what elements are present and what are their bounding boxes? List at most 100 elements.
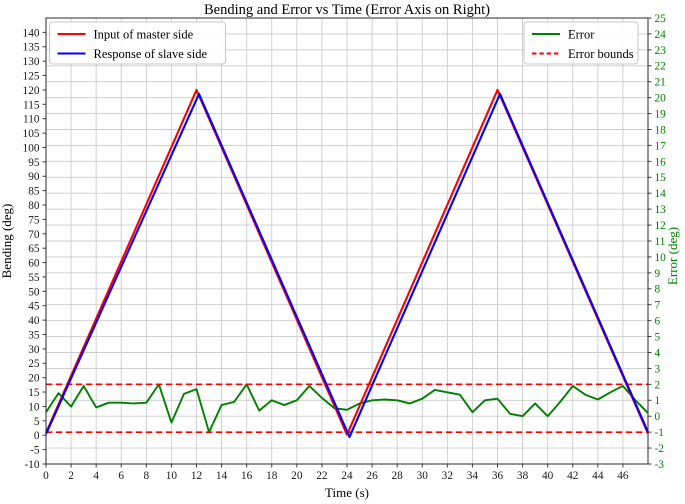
x-tick-label: 44: [592, 470, 604, 482]
right-tick-label: 22: [655, 61, 667, 73]
right-tick-label: 11: [655, 236, 666, 248]
right-tick-label: -2: [655, 443, 665, 455]
x-tick-label: 14: [216, 470, 228, 482]
legend-right-label: Error: [568, 27, 595, 41]
right-tick-label: 13: [655, 204, 667, 216]
right-tick-label: 12: [655, 220, 667, 232]
right-tick-label: 15: [655, 172, 667, 184]
axis-ticks: -10-505101520253035404550556065707580859…: [23, 13, 667, 482]
right-tick-label: 10: [655, 252, 667, 264]
left-tick-label: 60: [28, 258, 40, 270]
left-tick-label: 55: [28, 272, 40, 284]
data-series: [45, 88, 649, 439]
legend-left: Input of master side Response of slave si…: [49, 21, 226, 65]
left-tick-label: 135: [23, 42, 40, 54]
x-tick-label: 4: [93, 470, 99, 482]
legends: Input of master side Response of slave si…: [49, 21, 639, 65]
x-tick-label: 6: [118, 470, 124, 482]
left-tick-label: 100: [23, 142, 40, 154]
legend-left-box: [49, 21, 226, 65]
left-tick-label: -5: [30, 445, 40, 457]
right-tick-label: 5: [655, 332, 661, 344]
left-tick-label: 120: [23, 85, 40, 97]
right-tick-label: 19: [655, 109, 667, 121]
x-axis-label: Time (s): [325, 485, 369, 500]
right-tick-label: 18: [655, 124, 667, 136]
left-tick-label: 5: [34, 416, 40, 428]
left-tick-label: 85: [28, 186, 40, 198]
error-line: [45, 383, 649, 434]
left-tick-label: 45: [28, 301, 40, 313]
right-tick-label: -1: [655, 427, 664, 439]
slave-response-line: [45, 92, 649, 439]
right-tick-label: 20: [655, 93, 667, 105]
gridlines: [46, 18, 648, 464]
left-tick-label: 110: [23, 114, 40, 126]
left-tick-label: 75: [28, 214, 40, 226]
x-tick-label: 26: [366, 470, 378, 482]
x-tick-label: 36: [492, 470, 504, 482]
left-tick-label: 95: [28, 157, 40, 169]
legend-right-label: Error bounds: [568, 47, 634, 61]
x-tick-label: 32: [442, 470, 454, 482]
x-tick-label: 46: [617, 470, 629, 482]
left-tick-label: 30: [28, 344, 40, 356]
right-tick-label: -3: [655, 459, 665, 471]
right-tick-label: 0: [655, 411, 661, 423]
x-tick-label: 0: [43, 470, 49, 482]
x-tick-label: 34: [467, 470, 479, 482]
right-tick-label: 23: [655, 45, 667, 57]
left-tick-label: 105: [23, 128, 40, 140]
x-tick-label: 22: [316, 470, 328, 482]
left-tick-label: -10: [24, 459, 39, 471]
left-tick-label: 140: [23, 27, 40, 39]
right-tick-label: 14: [655, 188, 667, 200]
right-tick-label: 9: [655, 268, 661, 280]
x-tick-label: 18: [266, 470, 278, 482]
x-tick-label: 38: [517, 470, 529, 482]
right-tick-label: 7: [655, 300, 661, 312]
chart-title: Bending and Error vs Time (Error Axis on…: [204, 2, 490, 18]
right-tick-label: 1: [655, 395, 661, 407]
legend-left-label: Response of slave side: [94, 47, 208, 61]
left-tick-label: 125: [23, 71, 40, 83]
x-tick-label: 28: [392, 470, 404, 482]
left-tick-label: 0: [34, 430, 40, 442]
left-tick-label: 130: [23, 56, 40, 68]
left-tick-label: 115: [23, 99, 40, 111]
right-tick-label: 21: [655, 77, 666, 89]
x-tick-label: 8: [144, 470, 150, 482]
right-axis-label: Error (deg): [665, 227, 680, 285]
right-tick-label: 3: [655, 363, 661, 375]
left-tick-label: 20: [28, 373, 40, 385]
x-tick-label: 24: [341, 470, 353, 482]
left-tick-label: 40: [28, 315, 40, 327]
left-tick-label: 65: [28, 243, 40, 255]
right-tick-label: 24: [655, 29, 667, 41]
x-tick-label: 2: [68, 470, 74, 482]
right-tick-label: 4: [655, 347, 661, 359]
left-tick-label: 10: [28, 401, 40, 413]
right-tick-label: 17: [655, 140, 667, 152]
x-tick-label: 16: [241, 470, 253, 482]
left-tick-label: 35: [28, 329, 40, 341]
legend-right-box: [523, 21, 639, 65]
right-tick-label: 8: [655, 284, 661, 296]
right-tick-label: 25: [655, 13, 667, 25]
left-tick-label: 80: [28, 200, 40, 212]
legend-right: Error Error bounds: [523, 21, 639, 65]
x-tick-label: 12: [191, 470, 203, 482]
left-tick-label: 70: [28, 229, 40, 241]
x-tick-label: 42: [567, 470, 579, 482]
left-tick-label: 25: [28, 358, 40, 370]
right-tick-label: 6: [655, 316, 661, 328]
left-tick-label: 15: [28, 387, 40, 399]
x-tick-label: 30: [417, 470, 429, 482]
left-tick-label: 50: [28, 286, 40, 298]
right-tick-label: 16: [655, 156, 667, 168]
left-tick-label: 90: [28, 171, 40, 183]
x-tick-label: 40: [542, 470, 554, 482]
legend-left-label: Input of master side: [94, 27, 194, 41]
